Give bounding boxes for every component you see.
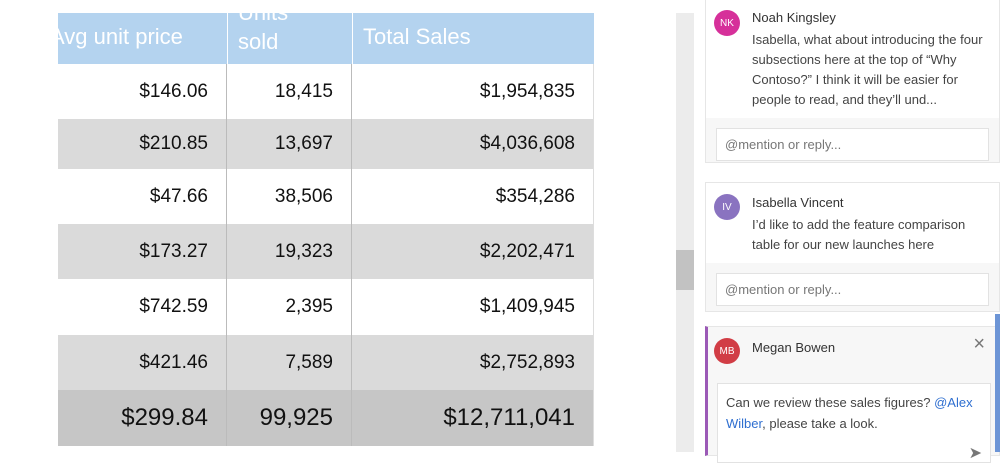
comment-author: Megan Bowen [752, 340, 836, 355]
units-sold-cell: 18,415 [227, 64, 352, 119]
table-row: $173.27 19,323 $2,202,471 [58, 224, 594, 279]
comment-draft-input[interactable]: Can we review these sales figures? @Alex… [717, 383, 991, 463]
units-sold-cell: 7,589 [227, 335, 352, 390]
total-sales-cell: $1,954,835 [352, 64, 594, 119]
comment-text: I’d like to add the feature comparison t… [752, 217, 966, 252]
avg-unit-price-cell: $173.27 [58, 224, 227, 279]
table-row: $742.59 2,395 $1,409,945 [58, 279, 594, 335]
send-icon[interactable]: ➤ [968, 445, 982, 462]
total-row: $299.84 99,925 $12,711,041 [58, 390, 594, 446]
avg-unit-price-cell: $742.59 [58, 279, 227, 335]
avatar: NK [714, 10, 740, 36]
avg-unit-price-cell: $146.06 [58, 64, 227, 119]
header-avg-unit-price: Avg unit price [58, 13, 227, 64]
table-row: $421.46 7,589 $2,752,893 [58, 335, 594, 390]
avatar: IV [714, 194, 740, 220]
total-sales-cell: $12,711,041 [352, 390, 594, 446]
header-units-sold: Units sold [228, 13, 352, 64]
avg-unit-price-cell: $421.46 [58, 335, 227, 390]
comment-author: Noah Kingsley [752, 10, 836, 25]
avg-unit-price-cell: $210.85 [58, 119, 227, 169]
units-sold-cell: 38,506 [227, 169, 352, 224]
units-sold-cell: 13,697 [227, 119, 352, 169]
scrollbar-track[interactable] [676, 13, 694, 452]
table-row: $47.66 38,506 $354,286 [58, 169, 594, 224]
total-sales-cell: $2,202,471 [352, 224, 594, 279]
header-total-sales: Total Sales [353, 13, 594, 64]
comment-card-noah[interactable]: NK Noah Kingsley Isabella, what about in… [705, 0, 1000, 163]
close-icon[interactable]: × [973, 333, 985, 355]
table-row: $146.06 18,415 $1,954,835 [58, 64, 594, 119]
total-sales-cell: $354,286 [352, 169, 594, 224]
comment-author: Isabella Vincent [752, 195, 844, 210]
avg-unit-price-cell: $299.84 [58, 390, 227, 446]
total-sales-cell: $4,036,608 [352, 119, 594, 169]
avg-unit-price-cell: $47.66 [58, 169, 227, 224]
scrollbar-thumb[interactable] [676, 250, 694, 290]
comment-text: Isabella, what about introducing the fou… [752, 32, 983, 107]
avatar: MB [714, 338, 740, 364]
comment-card-megan[interactable]: MB Megan Bowen × Can we review these sal… [705, 326, 1000, 463]
reply-input[interactable]: @mention or reply... [716, 273, 989, 306]
active-indicator [995, 314, 1000, 452]
total-sales-cell: $2,752,893 [352, 335, 594, 390]
units-sold-cell: 2,395 [227, 279, 352, 335]
table-row: $210.85 13,697 $4,036,608 [58, 119, 594, 169]
mention-link[interactable]: @Alex Wilber [726, 395, 973, 431]
reply-input[interactable]: @mention or reply... [716, 128, 989, 161]
units-sold-cell: 19,323 [227, 224, 352, 279]
units-sold-cell: 99,925 [227, 390, 352, 446]
comment-card-isabella[interactable]: IV Isabella Vincent I’d like to add the … [705, 182, 1000, 312]
total-sales-cell: $1,409,945 [352, 279, 594, 335]
